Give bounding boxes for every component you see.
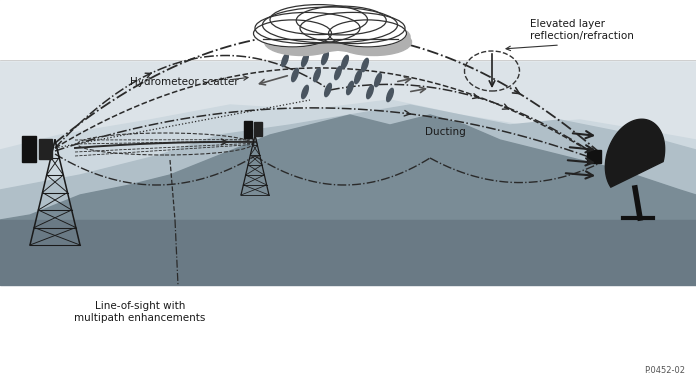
Ellipse shape (271, 16, 406, 50)
Ellipse shape (262, 7, 397, 43)
Ellipse shape (253, 20, 331, 47)
Polygon shape (0, 105, 696, 285)
Ellipse shape (367, 85, 373, 99)
Bar (587, 150, 601, 163)
Polygon shape (606, 119, 665, 187)
Ellipse shape (264, 28, 340, 55)
Ellipse shape (301, 85, 308, 99)
Ellipse shape (296, 6, 386, 35)
Text: Line-of-sight with
multipath enhancements: Line-of-sight with multipath enhancement… (74, 301, 206, 323)
Text: Ducting: Ducting (425, 127, 466, 137)
Ellipse shape (329, 20, 406, 47)
Ellipse shape (270, 5, 367, 35)
Ellipse shape (300, 12, 405, 44)
Ellipse shape (355, 70, 361, 83)
Bar (0, 60, 696, 285)
Ellipse shape (362, 58, 368, 72)
Bar (262, 29, 397, 39)
Ellipse shape (255, 12, 360, 44)
Text: P.0452-02: P.0452-02 (644, 366, 685, 375)
Ellipse shape (342, 55, 349, 69)
Ellipse shape (301, 53, 308, 67)
Ellipse shape (336, 28, 411, 55)
Ellipse shape (335, 66, 341, 80)
Bar (0, 220, 696, 285)
Ellipse shape (314, 68, 320, 82)
Bar (254, 122, 262, 136)
Polygon shape (0, 115, 696, 285)
Ellipse shape (322, 51, 329, 65)
Ellipse shape (387, 89, 393, 102)
Ellipse shape (308, 21, 410, 51)
Polygon shape (0, 100, 696, 285)
Bar (0, 285, 696, 390)
Bar (39, 139, 52, 159)
Ellipse shape (266, 21, 368, 51)
Bar (22, 136, 36, 162)
Ellipse shape (324, 83, 331, 97)
Text: Hydrometeor scatter: Hydrometeor scatter (130, 77, 239, 87)
Text: Elevated layer
reflection/refraction: Elevated layer reflection/refraction (530, 19, 634, 41)
Ellipse shape (282, 53, 288, 67)
Ellipse shape (292, 68, 299, 82)
Ellipse shape (347, 82, 354, 95)
Ellipse shape (374, 73, 381, 87)
Bar (0, 0, 696, 60)
Bar (244, 121, 252, 138)
